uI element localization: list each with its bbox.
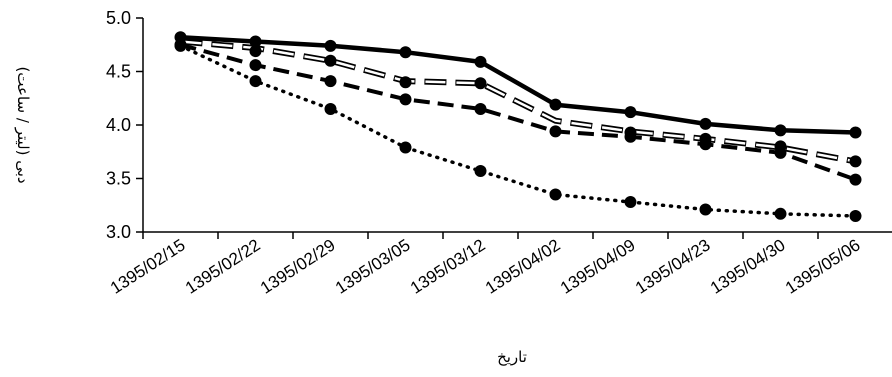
series-3-point: [549, 188, 562, 201]
series-2-point: [249, 59, 262, 72]
y-axis-title: دبی (لیتر / ساعت): [14, 66, 32, 183]
series-3-point: [474, 165, 487, 178]
extra-point: [249, 45, 262, 58]
series-3-point: [174, 39, 187, 52]
x-tick-label: 1395/04/30: [707, 235, 789, 297]
series-0-point: [474, 55, 487, 68]
series-layer: [174, 31, 862, 222]
series-0-point: [249, 35, 262, 48]
series-3-point: [399, 141, 412, 154]
series-line-inner-1: [180, 40, 856, 163]
series-2-point: [849, 173, 862, 186]
series-0-point: [549, 98, 562, 111]
extra-point: [624, 126, 637, 139]
series-2-point: [474, 102, 487, 115]
series-2-point: [324, 75, 337, 88]
x-axis-title: تاریخ: [497, 348, 527, 366]
series-3-point: [324, 102, 337, 115]
series-3-point: [774, 207, 787, 220]
series-3-point: [849, 209, 862, 222]
extra-point: [474, 77, 487, 90]
series-line-3: [178, 44, 858, 218]
series-line-2: [179, 42, 857, 182]
extra-point: [774, 140, 787, 153]
y-tick-label: 3.5: [106, 169, 131, 189]
extra-point: [324, 54, 337, 67]
series-0-point: [849, 126, 862, 139]
series-0-point: [624, 106, 637, 119]
series-3-point: [624, 196, 637, 209]
axes: [136, 17, 892, 239]
y-tick-label: 4.0: [106, 115, 131, 135]
x-tick-label: 1395/02/22: [182, 235, 264, 297]
series-line-0: [178, 35, 858, 135]
series-0-point: [399, 46, 412, 59]
y-tick-labels: 3.0 3.5 4.0 4.5 5.0: [106, 8, 131, 242]
x-tick-label: 1395/04/09: [557, 235, 639, 297]
x-tick-label: 1395/05/06: [782, 235, 864, 297]
x-tick-label: 1395/03/05: [332, 235, 414, 297]
series-2-point: [549, 125, 562, 138]
series-3-point: [249, 75, 262, 88]
x-tick-label: 1395/04/02: [482, 235, 564, 297]
y-tick-label: 4.5: [106, 62, 131, 82]
x-tick-label: 1395/02/29: [257, 235, 339, 297]
series-3-point: [699, 203, 712, 216]
y-tick-label: 3.0: [106, 222, 131, 242]
series-2-point: [399, 93, 412, 106]
series-0-point: [324, 39, 337, 52]
extra-point: [399, 76, 412, 89]
extra-point: [699, 132, 712, 145]
x-tick-labels: 1395/02/151395/02/221395/02/291395/03/05…: [107, 235, 864, 297]
series-0-point: [774, 124, 787, 137]
x-tick-label: 1395/02/15: [107, 235, 189, 297]
y-tick-label: 5.0: [106, 8, 131, 28]
x-tick-label: 1395/04/23: [632, 235, 714, 297]
extra-point: [849, 155, 862, 168]
series-0-point: [699, 117, 712, 130]
x-tick-label: 1395/03/12: [407, 235, 489, 297]
